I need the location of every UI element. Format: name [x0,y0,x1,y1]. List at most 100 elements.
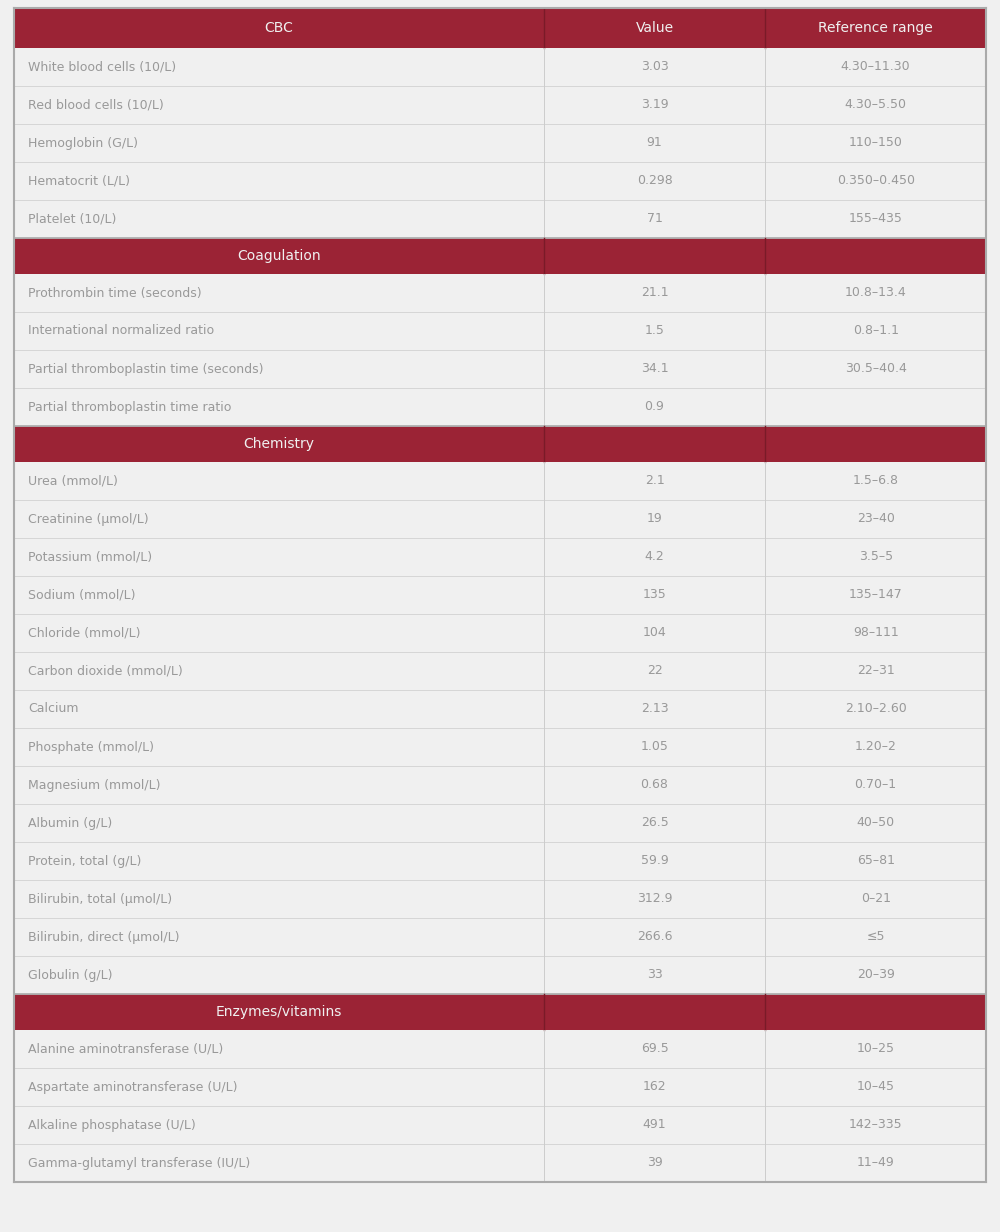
Text: Prothrombin time (seconds): Prothrombin time (seconds) [28,287,202,299]
Text: 21.1: 21.1 [641,287,668,299]
Text: 0.70–1: 0.70–1 [855,779,897,791]
Text: 2.1: 2.1 [645,474,664,488]
Text: 110–150: 110–150 [849,137,903,149]
Text: 71: 71 [647,212,662,225]
Text: Alkaline phosphatase (U/L): Alkaline phosphatase (U/L) [28,1119,196,1131]
Bar [14,804,986,841]
Bar [14,124,986,161]
Bar [14,1068,986,1106]
Text: 266.6: 266.6 [637,930,672,944]
Text: 98–111: 98–111 [853,627,899,639]
Text: 162: 162 [643,1080,666,1094]
Text: Phosphate (mmol/L): Phosphate (mmol/L) [28,740,154,754]
Text: 1.20–2: 1.20–2 [855,740,897,754]
Text: 59.9: 59.9 [641,855,668,867]
Text: 135–147: 135–147 [849,589,903,601]
Text: 2.10–2.60: 2.10–2.60 [845,702,907,716]
Text: Aspartate aminotransferase (U/L): Aspartate aminotransferase (U/L) [28,1080,238,1094]
Text: Sodium (mmol/L): Sodium (mmol/L) [28,589,136,601]
Text: 30.5–40.4: 30.5–40.4 [845,362,907,376]
Bar [14,880,986,918]
Bar [14,728,986,766]
Bar [14,86,986,124]
Text: 0–21: 0–21 [861,892,891,906]
Text: Protein, total (g/L): Protein, total (g/L) [28,855,141,867]
Text: 0.350–0.450: 0.350–0.450 [837,175,915,187]
Bar [14,1145,986,1181]
Text: 135: 135 [643,589,666,601]
Bar [14,1106,986,1145]
Text: 23–40: 23–40 [857,513,895,526]
Bar [14,918,986,956]
Bar [14,690,986,728]
Text: Magnesium (mmol/L): Magnesium (mmol/L) [28,779,160,791]
Text: Potassium (mmol/L): Potassium (mmol/L) [28,551,152,563]
Bar [14,161,986,200]
Text: Reference range: Reference range [818,21,933,34]
Text: Albumin (g/L): Albumin (g/L) [28,817,112,829]
Text: Bilirubin, direct (μmol/L): Bilirubin, direct (μmol/L) [28,930,180,944]
Bar [14,312,986,350]
Text: 65–81: 65–81 [857,855,895,867]
Text: CBC: CBC [264,21,293,34]
Text: 0.8–1.1: 0.8–1.1 [853,324,899,338]
Text: 22–31: 22–31 [857,664,895,678]
Bar [14,350,986,388]
Bar [14,652,986,690]
Text: Alanine aminotransferase (U/L): Alanine aminotransferase (U/L) [28,1042,223,1056]
Text: ≤5: ≤5 [866,930,885,944]
Text: 22: 22 [647,664,662,678]
Text: Coagulation: Coagulation [237,249,321,262]
Text: 4.30–5.50: 4.30–5.50 [845,99,907,112]
Text: White blood cells (10/L): White blood cells (10/L) [28,60,176,74]
Text: 34.1: 34.1 [641,362,668,376]
Text: Red blood cells (10/L): Red blood cells (10/L) [28,99,164,112]
Text: 20–39: 20–39 [857,968,895,982]
Text: Hematocrit (L/L): Hematocrit (L/L) [28,175,130,187]
Bar [14,238,986,274]
Text: Creatinine (μmol/L): Creatinine (μmol/L) [28,513,149,526]
Text: 33: 33 [647,968,662,982]
Text: 10.8–13.4: 10.8–13.4 [845,287,907,299]
Text: International normalized ratio: International normalized ratio [28,324,214,338]
Bar [14,500,986,538]
Text: 3.19: 3.19 [641,99,668,112]
Text: 4.30–11.30: 4.30–11.30 [841,60,910,74]
Bar [14,462,986,500]
Text: Globulin (g/L): Globulin (g/L) [28,968,112,982]
Bar [14,538,986,577]
Text: 3.03: 3.03 [641,60,668,74]
Text: Chemistry: Chemistry [243,437,314,451]
Text: 1.5–6.8: 1.5–6.8 [853,474,899,488]
Text: 2.13: 2.13 [641,702,668,716]
Text: Calcium: Calcium [28,702,78,716]
Text: 39: 39 [647,1157,662,1169]
Text: Gamma-glutamyl transferase (IU/L): Gamma-glutamyl transferase (IU/L) [28,1157,250,1169]
Bar [14,274,986,312]
Bar [14,577,986,614]
Text: Partial thromboplastin time ratio: Partial thromboplastin time ratio [28,400,231,414]
Text: 155–435: 155–435 [849,212,903,225]
Text: 0.68: 0.68 [641,779,668,791]
Text: 11–49: 11–49 [857,1157,895,1169]
Text: Carbon dioxide (mmol/L): Carbon dioxide (mmol/L) [28,664,183,678]
Text: Platelet (10/L): Platelet (10/L) [28,212,116,225]
Text: 19: 19 [647,513,662,526]
Text: 312.9: 312.9 [637,892,672,906]
Text: 0.9: 0.9 [645,400,664,414]
Text: 0.298: 0.298 [637,175,672,187]
Bar [14,994,986,1030]
Text: Value: Value [635,21,674,34]
Text: 1.5: 1.5 [645,324,664,338]
Text: 1.05: 1.05 [641,740,668,754]
Bar [14,426,986,462]
Text: 91: 91 [647,137,662,149]
Bar [14,7,986,48]
Text: 142–335: 142–335 [849,1119,902,1131]
Text: 26.5: 26.5 [641,817,668,829]
Text: Partial thromboplastin time (seconds): Partial thromboplastin time (seconds) [28,362,264,376]
Text: 491: 491 [643,1119,666,1131]
Text: 3.5–5: 3.5–5 [859,551,893,563]
Text: Chloride (mmol/L): Chloride (mmol/L) [28,627,140,639]
Bar [14,388,986,426]
